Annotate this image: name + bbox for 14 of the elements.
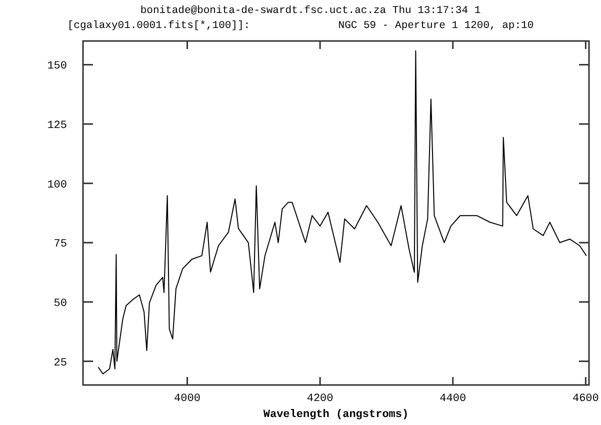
y-tick-label: 100 [47, 179, 67, 192]
line-series [98, 50, 587, 374]
x-tick-label: 4600 [572, 393, 599, 405]
x-tick-label: 4000 [174, 393, 200, 405]
x-tick-label: 4200 [306, 393, 334, 405]
y-tick-label: 50 [54, 298, 67, 310]
chart-subtitle: [cgalaxy01.0001.fits[*,100]]: NGC 59 - Aperture 1 1200, ap:10 [67, 20, 534, 32]
y-tick-label: 125 [47, 120, 67, 132]
chart-title: bonitade@bonita-de-swardt.fsc.uct.ac.za Thu 13:17:34 1 [140, 5, 481, 17]
y-tick-label: 150 [47, 60, 67, 73]
y-tick-label: 25 [54, 357, 67, 370]
x-axis-title: Wavelength (angstroms) [263, 409, 409, 421]
y-tick-label: 75 [54, 238, 67, 251]
x-tick-label: 4400 [440, 393, 466, 405]
